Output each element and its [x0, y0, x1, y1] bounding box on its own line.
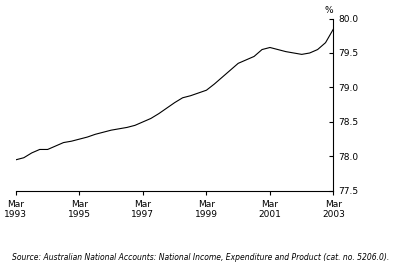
Text: %: % [325, 6, 333, 15]
Text: Source: Australian National Accounts: National Income, Expenditure and Product (: Source: Australian National Accounts: Na… [12, 253, 389, 262]
